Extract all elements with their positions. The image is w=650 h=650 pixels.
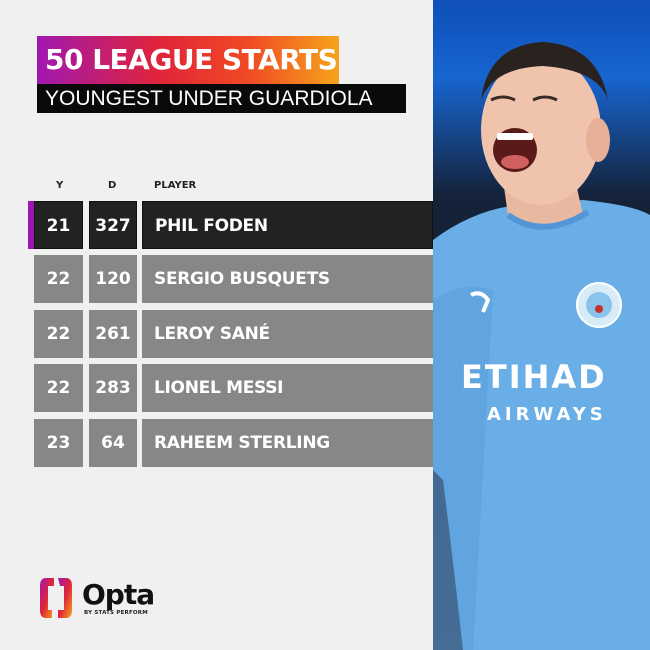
player-name-cell: SERGIO BUSQUETS <box>142 255 433 303</box>
player-name-cell: RAHEEM STERLING <box>142 419 433 467</box>
player-illustration: ETIHAD AIRWAYS <box>433 42 650 650</box>
title-banner: 50 LEAGUE STARTS <box>37 36 339 84</box>
player-photo: ETIHAD AIRWAYS <box>433 0 650 650</box>
svg-text:AIRWAYS: AIRWAYS <box>487 404 607 425</box>
column-header-player: PLAYER <box>154 180 197 191</box>
svg-text:ETIHAD: ETIHAD <box>461 358 607 396</box>
highlight-accent-bar <box>28 201 34 249</box>
age-days-cell: 261 <box>89 310 137 358</box>
age-years-cell: 23 <box>34 419 83 467</box>
age-days-cell: 64 <box>89 419 137 467</box>
table-row-highlighted: 21 327 PHIL FODEN <box>28 201 433 249</box>
subtitle-banner: YOUNGEST UNDER GUARDIOLA <box>37 84 406 113</box>
player-name-cell: LEROY SANÉ <box>142 310 433 358</box>
opta-logo: Opta BY STATS PERFORM <box>38 576 178 620</box>
column-header-d: D <box>108 180 117 191</box>
age-days-cell: 120 <box>89 255 137 303</box>
table-row: 22 261 LEROY SANÉ <box>28 310 433 358</box>
table-row: 22 120 SERGIO BUSQUETS <box>28 255 433 303</box>
opta-tagline: BY STATS PERFORM <box>84 610 148 616</box>
age-years-cell: 22 <box>34 364 83 412</box>
opta-logo-icon <box>40 578 72 618</box>
table-row: 23 64 RAHEEM STERLING <box>28 419 433 467</box>
player-name-cell: PHIL FODEN <box>142 201 433 249</box>
column-header-y: Y <box>56 180 64 191</box>
age-days-cell: 283 <box>89 364 137 412</box>
age-years-cell: 22 <box>34 255 83 303</box>
table-row: 22 283 LIONEL MESSI <box>28 364 433 412</box>
player-name-cell: LIONEL MESSI <box>142 364 433 412</box>
age-years-cell: 21 <box>34 201 83 249</box>
age-days-cell: 327 <box>89 201 137 249</box>
opta-wordmark: Opta <box>82 578 155 611</box>
age-years-cell: 22 <box>34 310 83 358</box>
